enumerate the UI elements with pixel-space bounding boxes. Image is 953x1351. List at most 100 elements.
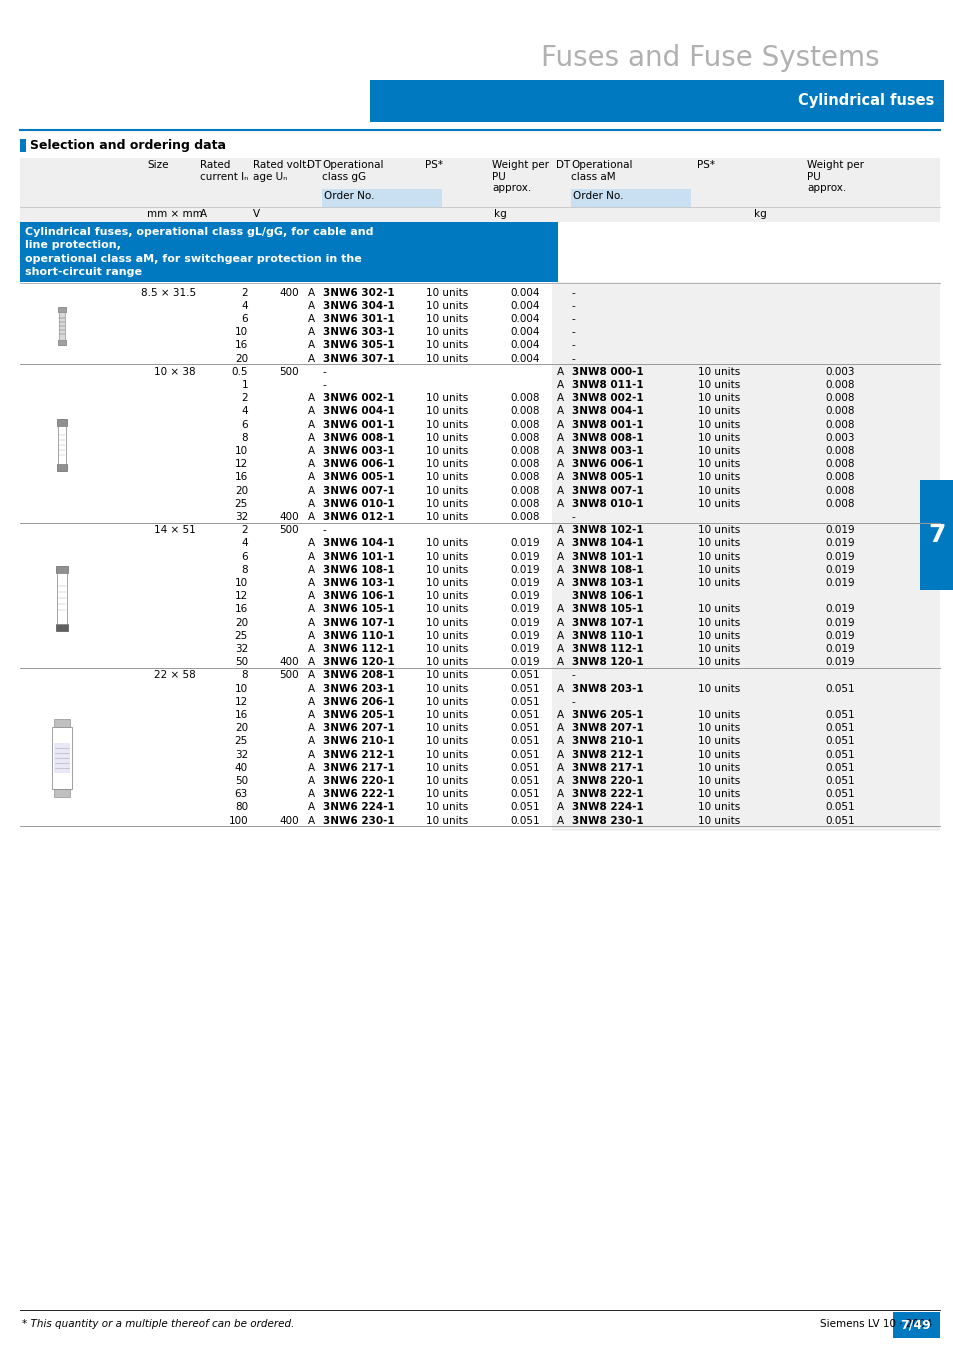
Text: 3NW6 107-1: 3NW6 107-1 xyxy=(323,617,395,628)
Text: 3NW6 120-1: 3NW6 120-1 xyxy=(323,657,395,667)
Text: mm × mm: mm × mm xyxy=(147,209,203,219)
Text: 0.008: 0.008 xyxy=(510,420,539,430)
Text: 10 units: 10 units xyxy=(426,723,468,734)
Text: 0.019: 0.019 xyxy=(510,565,539,574)
Text: 10 units: 10 units xyxy=(698,473,740,482)
Text: 400: 400 xyxy=(279,657,298,667)
Text: 6: 6 xyxy=(241,313,248,324)
Text: 3NW6 301-1: 3NW6 301-1 xyxy=(323,313,395,324)
Text: 0.008: 0.008 xyxy=(824,485,854,496)
Text: 10 units: 10 units xyxy=(426,446,468,457)
Text: 3NW6 110-1: 3NW6 110-1 xyxy=(323,631,395,640)
Text: 7/49: 7/49 xyxy=(900,1319,930,1332)
Text: 0.019: 0.019 xyxy=(510,631,539,640)
Text: A: A xyxy=(557,631,563,640)
Text: -: - xyxy=(323,380,327,390)
Text: 3NW6 222-1: 3NW6 222-1 xyxy=(323,789,395,800)
Bar xyxy=(52,727,71,789)
Text: 0.051: 0.051 xyxy=(824,816,854,825)
Text: 0.051: 0.051 xyxy=(510,802,539,812)
Text: 3NW8 217-1: 3NW8 217-1 xyxy=(572,763,643,773)
Text: -: - xyxy=(323,367,327,377)
Text: 3NW6 001-1: 3NW6 001-1 xyxy=(323,420,395,430)
Text: A: A xyxy=(557,789,563,800)
Text: DT: DT xyxy=(556,159,570,170)
Text: 10 units: 10 units xyxy=(698,459,740,469)
Text: -: - xyxy=(572,327,576,338)
Bar xyxy=(552,282,939,831)
Text: PS*: PS* xyxy=(424,159,442,170)
Text: Order No.: Order No. xyxy=(324,190,375,201)
Text: 10: 10 xyxy=(234,446,248,457)
Text: 10 units: 10 units xyxy=(698,526,740,535)
Text: A: A xyxy=(308,723,314,734)
Text: 0.019: 0.019 xyxy=(824,644,854,654)
Text: 3NW8 004-1: 3NW8 004-1 xyxy=(572,407,643,416)
Text: A: A xyxy=(308,670,314,681)
Text: 32: 32 xyxy=(234,644,248,654)
Text: A: A xyxy=(557,407,563,416)
Text: A: A xyxy=(557,432,563,443)
Text: A: A xyxy=(308,631,314,640)
Text: 0.019: 0.019 xyxy=(510,604,539,615)
Text: 3NW8 005-1: 3NW8 005-1 xyxy=(572,473,643,482)
Text: 0.008: 0.008 xyxy=(824,380,854,390)
Text: 3NW6 006-1: 3NW6 006-1 xyxy=(323,459,395,469)
Text: 40: 40 xyxy=(234,763,248,773)
Text: 10 units: 10 units xyxy=(698,446,740,457)
Text: A: A xyxy=(308,313,314,324)
Text: -: - xyxy=(572,301,576,311)
Text: 10 units: 10 units xyxy=(426,485,468,496)
Text: 3NW6 210-1: 3NW6 210-1 xyxy=(323,736,395,746)
Text: A: A xyxy=(557,657,563,667)
Text: A: A xyxy=(557,617,563,628)
Text: Selection and ordering data: Selection and ordering data xyxy=(30,139,226,153)
Text: 2: 2 xyxy=(241,288,248,297)
Text: 10 units: 10 units xyxy=(698,367,740,377)
Text: 10 units: 10 units xyxy=(698,711,740,720)
Text: 0.051: 0.051 xyxy=(510,670,539,681)
Text: 3NW6 101-1: 3NW6 101-1 xyxy=(323,551,395,562)
Text: 32: 32 xyxy=(234,512,248,521)
Text: A: A xyxy=(308,789,314,800)
Text: 10 units: 10 units xyxy=(698,393,740,403)
Text: 6: 6 xyxy=(241,551,248,562)
Bar xyxy=(58,427,66,465)
Text: 12: 12 xyxy=(234,459,248,469)
Text: 3NW6 006-1: 3NW6 006-1 xyxy=(572,459,643,469)
Text: -: - xyxy=(323,526,327,535)
Text: 3NW8 101-1: 3NW8 101-1 xyxy=(572,551,643,562)
Text: Operational
class aM: Operational class aM xyxy=(571,159,632,181)
Text: 10 units: 10 units xyxy=(698,539,740,549)
Text: 10 units: 10 units xyxy=(426,775,468,786)
Text: 10 units: 10 units xyxy=(698,485,740,496)
Text: 0.008: 0.008 xyxy=(824,459,854,469)
Text: 50: 50 xyxy=(234,775,248,786)
Text: 0.019: 0.019 xyxy=(824,565,854,574)
Text: 3NW6 012-1: 3NW6 012-1 xyxy=(323,512,395,521)
Text: 10 units: 10 units xyxy=(698,657,740,667)
Text: 0.051: 0.051 xyxy=(824,736,854,746)
Text: 10 units: 10 units xyxy=(426,684,468,693)
Text: A: A xyxy=(557,684,563,693)
Text: 10 units: 10 units xyxy=(698,789,740,800)
Text: 16: 16 xyxy=(234,340,248,350)
Text: 0.008: 0.008 xyxy=(824,446,854,457)
Text: 10 units: 10 units xyxy=(698,775,740,786)
Text: 0.019: 0.019 xyxy=(824,578,854,588)
Text: Rated volt-
age Uₙ: Rated volt- age Uₙ xyxy=(253,159,310,181)
Text: 10 units: 10 units xyxy=(426,551,468,562)
Text: 10 units: 10 units xyxy=(698,631,740,640)
Text: 3NW6 105-1: 3NW6 105-1 xyxy=(323,604,395,615)
Bar xyxy=(56,624,68,631)
Text: A: A xyxy=(308,750,314,759)
Text: 0.051: 0.051 xyxy=(510,684,539,693)
Text: 10 units: 10 units xyxy=(698,644,740,654)
Text: 3NW8 007-1: 3NW8 007-1 xyxy=(572,485,643,496)
Text: 3NW8 011-1: 3NW8 011-1 xyxy=(572,380,643,390)
Text: 3NW8 108-1: 3NW8 108-1 xyxy=(572,565,643,574)
Text: 0.019: 0.019 xyxy=(510,539,539,549)
Text: 3NW6 008-1: 3NW6 008-1 xyxy=(323,432,395,443)
Text: 3NW6 203-1: 3NW6 203-1 xyxy=(323,684,395,693)
Text: 7: 7 xyxy=(927,523,944,547)
